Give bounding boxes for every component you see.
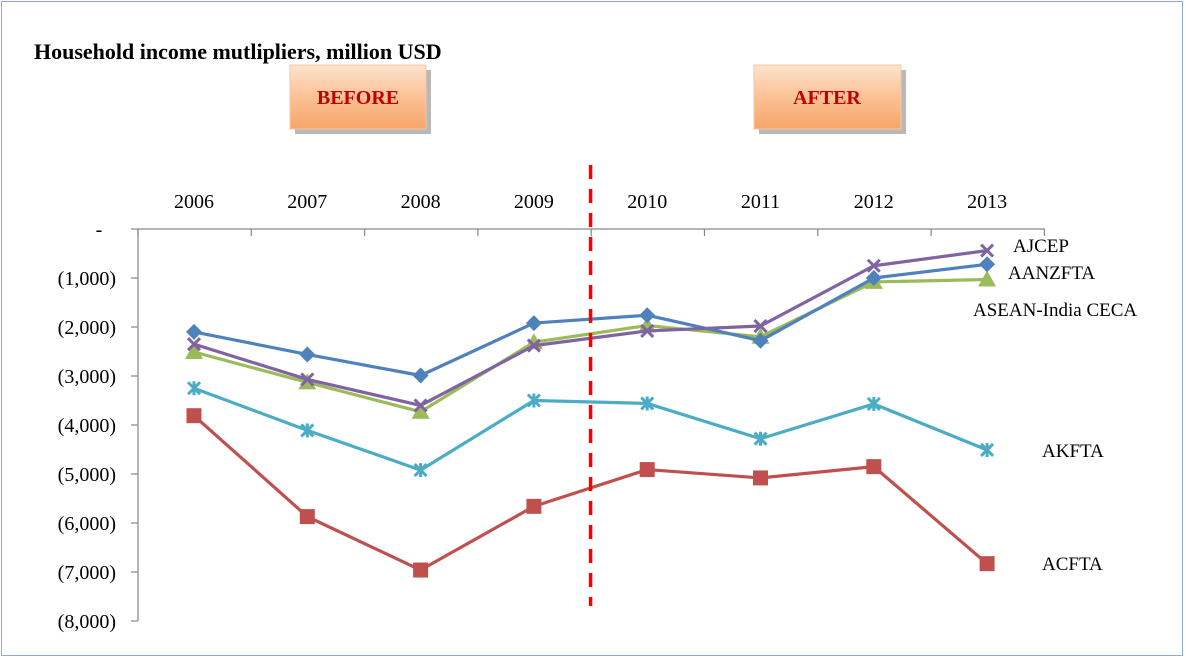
y-tick-label: (8,000) [58, 611, 116, 633]
x-tick-label: 2011 [741, 191, 780, 213]
y-tick-label: - [96, 219, 103, 241]
y-tick-label: (5,000) [58, 464, 116, 486]
data-point [299, 346, 315, 362]
y-tick-label: (1,000) [58, 268, 116, 290]
after-label: AFTER [793, 87, 861, 109]
y-tick-label: (4,000) [58, 415, 116, 437]
series-asean-india-ceca: ASEAN-India CECA [185, 270, 1137, 418]
x-tick-label: 2008 [401, 191, 441, 213]
data-point [413, 563, 428, 578]
x-tick-label: 2006 [174, 191, 214, 213]
y-tick-label: (6,000) [58, 513, 116, 535]
data-point [640, 462, 655, 477]
data-point [980, 556, 995, 571]
series-layer: ACFTA AKFTA ASEAN-India CECA AANZFTA AJCEP [185, 236, 1137, 578]
chart-title: Household income mutlipliers, million US… [34, 39, 442, 64]
data-point [300, 509, 315, 524]
data-point [187, 408, 202, 423]
series-aanzfta: AANZFTA [186, 256, 1095, 383]
data-point [866, 459, 881, 474]
data-point [526, 499, 541, 514]
series-acfta: ACFTA [187, 408, 1104, 577]
data-point [639, 307, 655, 323]
data-point [979, 256, 995, 272]
series-label: ASEAN-India CECA [973, 300, 1137, 321]
y-tick-label: (7,000) [58, 562, 116, 584]
data-point [526, 315, 542, 331]
after-badge: AFTER [754, 65, 906, 134]
x-tick-label: 2013 [967, 191, 1007, 213]
series-label: ACFTA [1042, 554, 1103, 575]
before-label: BEFORE [317, 87, 399, 109]
before-badge: BEFORE [290, 65, 431, 134]
y-tick-label: (3,000) [58, 366, 116, 388]
data-point [413, 368, 429, 384]
data-point [753, 470, 768, 485]
x-tick-label: 2007 [287, 191, 327, 213]
y-tick-label: (2,000) [58, 317, 116, 339]
x-tick-label: 2012 [854, 191, 894, 213]
series-label: AJCEP [1013, 236, 1069, 257]
series-label: AKFTA [1042, 441, 1104, 462]
series-label: AANZFTA [1008, 263, 1095, 284]
x-tick-label: 2009 [514, 191, 554, 213]
data-point [186, 324, 202, 340]
x-tick-label: 2010 [627, 191, 667, 213]
